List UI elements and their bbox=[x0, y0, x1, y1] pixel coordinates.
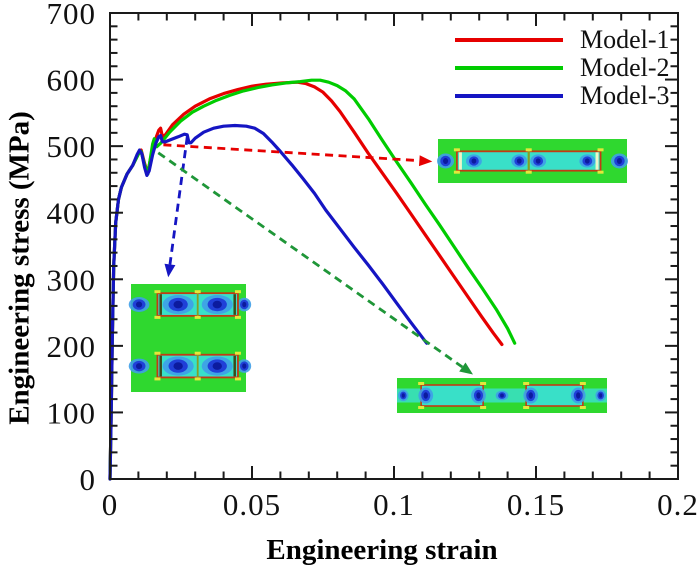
end-bar bbox=[233, 355, 236, 377]
y-tick-label: 0 bbox=[80, 462, 97, 497]
hotspot-accent bbox=[453, 148, 460, 152]
hotspot-accent bbox=[154, 377, 161, 381]
contour-blob-core bbox=[135, 363, 143, 370]
model-2-line-swatch bbox=[455, 66, 563, 70]
contour-blob-core bbox=[173, 300, 183, 309]
model1-deformed-mesh-inset bbox=[437, 139, 628, 183]
end-bar bbox=[159, 355, 162, 377]
y-tick-label: 500 bbox=[47, 129, 97, 164]
model3-deformed-mesh-inset bbox=[128, 284, 252, 392]
hotspot-accent bbox=[194, 290, 201, 294]
legend-item-model-3: Model-3 bbox=[455, 82, 670, 110]
model1-inset-pointer-arrowhead bbox=[419, 155, 433, 167]
hotspot-accent bbox=[194, 377, 201, 381]
contour-blob-core bbox=[476, 392, 481, 399]
end-bar bbox=[595, 152, 599, 170]
end-bar bbox=[458, 152, 462, 170]
contour-blob-core bbox=[616, 158, 622, 164]
legend-label-model-1: Model-1 bbox=[580, 25, 670, 54]
model3-inset-pointer-arrowhead bbox=[164, 263, 176, 278]
contour-blob-core bbox=[173, 362, 183, 370]
legend-item-model-1: Model-1 bbox=[455, 26, 670, 54]
contour-blob-core bbox=[528, 392, 533, 399]
hotspot-accent bbox=[194, 315, 201, 319]
contour-blob-core bbox=[242, 301, 247, 308]
hotspot-accent bbox=[154, 351, 161, 355]
contour-blob-core bbox=[212, 362, 222, 370]
end-bar bbox=[233, 294, 236, 315]
hotspot-accent bbox=[154, 290, 161, 294]
legend-label-model-3: Model-3 bbox=[580, 81, 670, 110]
x-tick-label: 0.05 bbox=[223, 487, 281, 522]
y-tick-label: 400 bbox=[47, 196, 97, 231]
hotspot-accent bbox=[234, 290, 241, 294]
contour-blob-core bbox=[471, 158, 477, 164]
hotspot-accent bbox=[579, 406, 586, 409]
contour-blob-core bbox=[516, 158, 522, 164]
hotspot-accent bbox=[234, 377, 241, 381]
hotspot-accent bbox=[194, 351, 201, 355]
contour-blob-core bbox=[576, 392, 581, 399]
hotspot-accent bbox=[234, 351, 241, 355]
hotspot-accent bbox=[597, 148, 604, 152]
legend-label-model-2: Model-2 bbox=[580, 53, 670, 82]
y-axis-title: Engineering stress (MPa) bbox=[3, 111, 36, 425]
model2-deformed-mesh-inset bbox=[397, 378, 607, 413]
end-bar bbox=[159, 294, 162, 315]
x-axis-title: Engineering strain bbox=[266, 534, 498, 566]
x-tick-label: 0.2 bbox=[657, 487, 699, 522]
hotspot-accent bbox=[523, 406, 530, 409]
hotspot-accent bbox=[597, 170, 604, 174]
hotspot-accent bbox=[154, 315, 161, 319]
contour-blob-core bbox=[212, 300, 222, 309]
y-tick-label: 100 bbox=[47, 395, 97, 430]
contour-blob-core bbox=[500, 393, 504, 398]
model3-inset-pointer-line bbox=[168, 136, 189, 265]
y-tick-label: 700 bbox=[47, 0, 97, 31]
hotspot-accent bbox=[525, 170, 532, 174]
legend: Model-1 Model-2 Model-3 bbox=[455, 26, 670, 110]
model1-inset-pointer-line bbox=[163, 143, 420, 163]
x-tick-label: 0.1 bbox=[373, 487, 415, 522]
contour-blob-core bbox=[401, 393, 405, 398]
model2-inset-pointer-arrowhead bbox=[459, 362, 473, 375]
legend-item-model-2: Model-2 bbox=[455, 54, 670, 82]
contour-blob-core bbox=[242, 363, 247, 369]
contour-blob-core bbox=[443, 158, 449, 164]
hotspot-accent bbox=[418, 382, 425, 385]
model-3-curve bbox=[108, 123, 429, 481]
y-tick-label: 200 bbox=[47, 329, 97, 364]
y-tick-label: 300 bbox=[47, 262, 97, 297]
model-1-line-swatch bbox=[455, 38, 563, 42]
hotspot-accent bbox=[418, 406, 425, 409]
hotspot-accent bbox=[453, 170, 460, 174]
hotspot-accent bbox=[525, 148, 532, 152]
contour-blob-core bbox=[599, 393, 603, 398]
y-tick-label: 600 bbox=[47, 63, 97, 98]
hotspot-accent bbox=[523, 382, 530, 385]
hotspot-accent bbox=[234, 315, 241, 319]
hotspot-accent bbox=[480, 406, 487, 409]
contour-blob-core bbox=[135, 301, 143, 308]
hotspot-accent bbox=[579, 382, 586, 385]
model-3-line-swatch bbox=[455, 94, 563, 98]
contour-blob-core bbox=[423, 392, 428, 399]
hotspot-accent bbox=[480, 382, 487, 385]
contour-blob-core bbox=[535, 158, 541, 164]
contour-blob-core bbox=[584, 158, 590, 164]
x-tick-label: 0.15 bbox=[507, 487, 565, 522]
model2-inset-pointer-line bbox=[157, 151, 464, 369]
x-tick-label: 0 bbox=[102, 487, 119, 522]
